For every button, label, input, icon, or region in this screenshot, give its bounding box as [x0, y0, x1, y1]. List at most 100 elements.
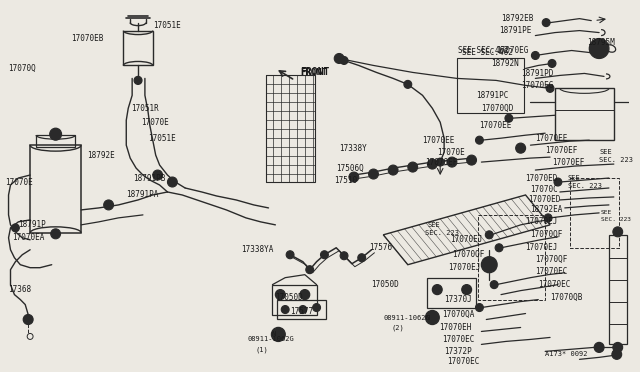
Text: 17070EE: 17070EE: [422, 136, 455, 145]
Text: 17070EE: 17070EE: [535, 134, 568, 143]
Text: 08911-1062G: 08911-1062G: [248, 336, 294, 342]
Circle shape: [275, 290, 285, 299]
Bar: [36, 135, 76, 147]
Circle shape: [548, 60, 556, 67]
Text: 17070EJ: 17070EJ: [525, 243, 558, 252]
Bar: [570, 178, 619, 248]
Circle shape: [481, 257, 497, 273]
Bar: [277, 299, 326, 320]
Circle shape: [349, 172, 359, 182]
Text: 18791PB: 18791PB: [133, 173, 166, 183]
Bar: [555, 89, 614, 140]
Circle shape: [495, 244, 503, 252]
Circle shape: [436, 158, 444, 166]
Text: 17070EA: 17070EA: [12, 233, 45, 242]
Circle shape: [476, 304, 483, 311]
Circle shape: [462, 285, 472, 295]
Text: N: N: [426, 314, 429, 321]
Text: SEE SEC.462: SEE SEC.462: [458, 46, 509, 55]
Text: 17070EC: 17070EC: [447, 357, 479, 366]
Circle shape: [433, 285, 442, 295]
Text: SEC. 223: SEC. 223: [426, 230, 460, 236]
Text: 18791PD: 18791PD: [521, 69, 553, 78]
Circle shape: [358, 254, 365, 262]
Circle shape: [153, 170, 163, 180]
Text: 17070ED: 17070ED: [525, 173, 558, 183]
Text: 17070EE: 17070EE: [479, 121, 512, 130]
Circle shape: [531, 51, 540, 60]
Circle shape: [134, 76, 142, 84]
Text: 17051R: 17051R: [131, 104, 159, 113]
Text: 17577: 17577: [290, 307, 313, 316]
Text: 17070EJ: 17070EJ: [448, 263, 481, 272]
Text: 18792E: 18792E: [87, 151, 115, 160]
Text: 18791PA: 18791PA: [126, 190, 159, 199]
Text: 17576: 17576: [369, 243, 393, 252]
Text: SEE: SEE: [568, 175, 580, 181]
Text: 17506Q: 17506Q: [336, 164, 364, 173]
Text: SEE SEC.462: SEE SEC.462: [462, 48, 513, 57]
Text: 17070E: 17070E: [141, 118, 169, 127]
Text: 17070E: 17070E: [6, 177, 33, 186]
Circle shape: [313, 304, 321, 311]
Text: 17070EF: 17070EF: [545, 145, 577, 155]
Text: 17070Q: 17070Q: [8, 64, 36, 73]
Circle shape: [613, 227, 623, 237]
Circle shape: [168, 177, 177, 187]
Text: 17070C: 17070C: [531, 186, 558, 195]
Circle shape: [408, 162, 418, 172]
Text: 17070QB: 17070QB: [550, 293, 582, 302]
Text: 18791PC: 18791PC: [477, 91, 509, 100]
Circle shape: [404, 80, 412, 89]
Text: 18791P: 18791P: [19, 220, 46, 230]
Text: 17070EG: 17070EG: [496, 46, 529, 55]
Circle shape: [612, 349, 621, 359]
Bar: [428, 278, 477, 308]
Circle shape: [23, 314, 33, 324]
Circle shape: [428, 159, 437, 169]
Text: 18792EA: 18792EA: [531, 205, 563, 214]
Text: 17070QF: 17070QF: [452, 250, 484, 259]
Circle shape: [321, 251, 328, 259]
Text: 17070EC: 17070EC: [538, 280, 571, 289]
Circle shape: [554, 178, 562, 186]
Text: SEC. 223: SEC. 223: [599, 157, 633, 163]
Circle shape: [281, 305, 289, 314]
Circle shape: [300, 290, 310, 299]
Text: FRONT: FRONT: [300, 68, 327, 77]
Text: 18792EB: 18792EB: [501, 14, 533, 23]
Text: 17050D: 17050D: [372, 280, 399, 289]
Text: 17051E: 17051E: [153, 21, 180, 30]
Circle shape: [476, 136, 483, 144]
Bar: [457, 58, 524, 113]
Text: 17070EJ: 17070EJ: [450, 235, 483, 244]
Circle shape: [516, 143, 525, 153]
Circle shape: [594, 342, 604, 352]
Bar: [124, 31, 153, 65]
Text: 17070QF: 17070QF: [535, 255, 568, 264]
Bar: [30, 145, 81, 233]
Circle shape: [299, 305, 307, 314]
Text: 17070EF: 17070EF: [552, 158, 584, 167]
Text: 17338Y: 17338Y: [339, 144, 367, 153]
Text: 17051E: 17051E: [148, 134, 175, 143]
Circle shape: [485, 231, 493, 239]
Text: 17070EJ: 17070EJ: [525, 217, 558, 227]
Circle shape: [388, 165, 398, 175]
Text: N: N: [271, 331, 276, 337]
Circle shape: [542, 19, 550, 26]
Circle shape: [447, 157, 457, 167]
Text: 17070EC: 17070EC: [442, 335, 474, 344]
Bar: [479, 215, 545, 299]
Bar: [266, 76, 315, 182]
Text: (1): (1): [256, 346, 269, 353]
Text: A173* 0092: A173* 0092: [545, 352, 588, 357]
Text: 17368: 17368: [8, 285, 31, 294]
Circle shape: [12, 224, 19, 232]
Text: SEC. 223: SEC. 223: [568, 183, 602, 189]
Circle shape: [613, 342, 623, 352]
Text: SEE: SEE: [601, 211, 612, 215]
Text: (2): (2): [391, 324, 404, 331]
Circle shape: [544, 214, 552, 222]
Circle shape: [426, 311, 439, 324]
